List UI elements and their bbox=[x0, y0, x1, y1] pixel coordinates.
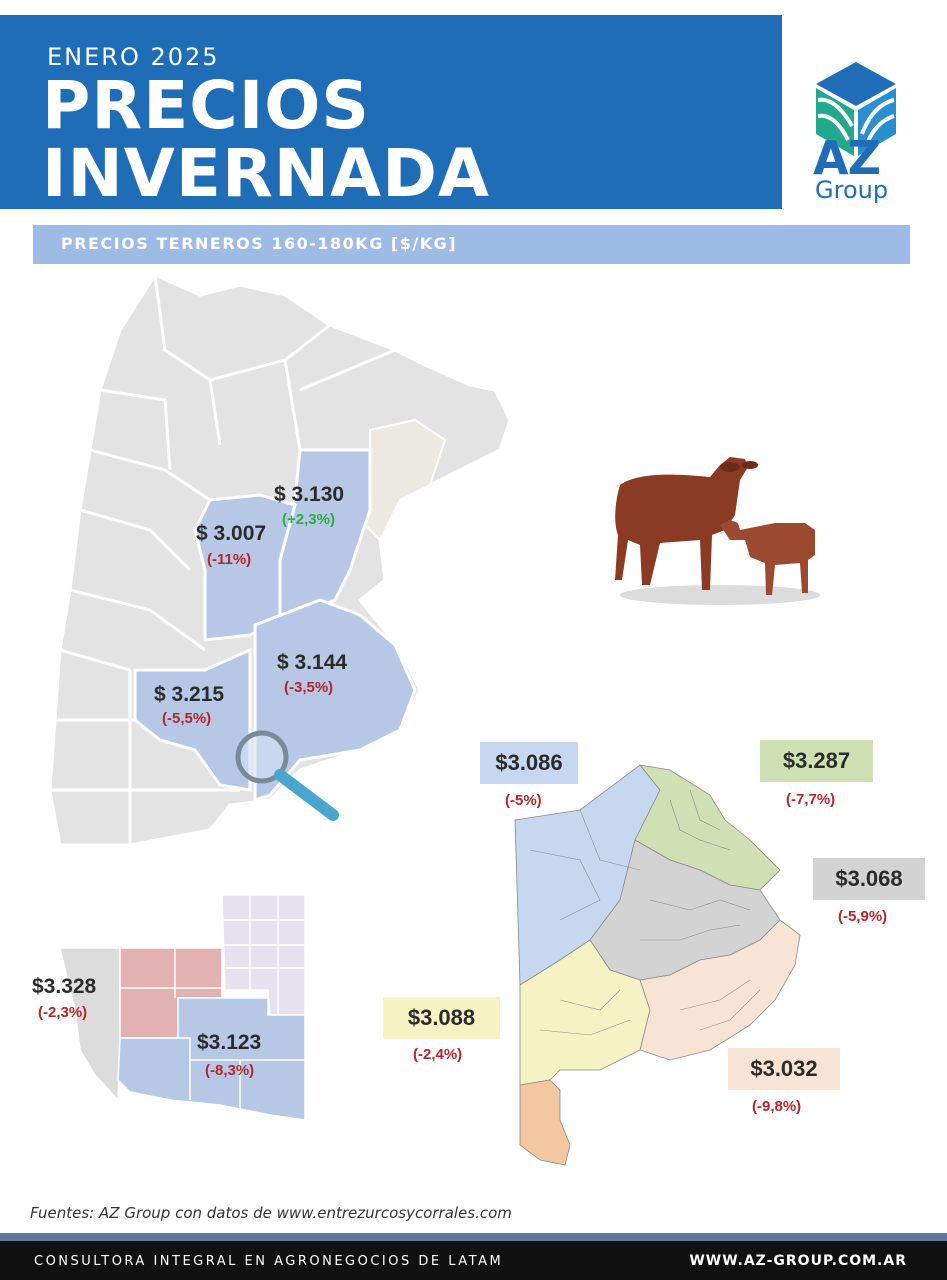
entre-rios-region-shape bbox=[358, 418, 447, 542]
header-title-line2: INVERNADA bbox=[42, 135, 490, 212]
bsas-northwest-change: (-5%) bbox=[505, 792, 542, 809]
section-banner-text: PRECIOS TERNEROS 160-180KG [$/KG] bbox=[61, 234, 458, 253]
bsas-southeast-change: (-9,8%) bbox=[752, 1098, 802, 1115]
header-title-line1: PRECIOS bbox=[42, 67, 370, 144]
bsas-northwest-price-box: $3.086 bbox=[480, 742, 578, 784]
bsas-northwest-price: $3.086 bbox=[495, 750, 563, 775]
magnifier-icon bbox=[235, 730, 339, 821]
entre-rios-change: (+2,3%) bbox=[282, 511, 335, 528]
cow-and-calf-illustration bbox=[615, 457, 820, 605]
la-pampa-west-change: (-2,3%) bbox=[38, 1004, 88, 1021]
la-pampa-detail-map bbox=[59, 894, 306, 1121]
district-borders bbox=[529, 789, 761, 1036]
entre-rios-price: $ 3.130 bbox=[274, 483, 345, 506]
la-pampa-change: (-5,5%) bbox=[162, 710, 212, 727]
logo-az-text: AZ bbox=[813, 131, 881, 185]
la-pampa-west-price: $3.328 bbox=[32, 975, 97, 998]
logo-group-text: Group bbox=[815, 176, 889, 204]
header-banner: ENERO 2025 PRECIOS INVERNADA bbox=[0, 15, 782, 209]
bsas-north-price: $3.287 bbox=[782, 748, 851, 773]
footer-tagline: CONSULTORA INTEGRAL EN AGRONEGOCIOS DE L… bbox=[34, 1254, 504, 1269]
bsas-center-price: $3.068 bbox=[835, 866, 903, 891]
bsas-center-change: (-5,9%) bbox=[838, 908, 888, 925]
bsas-southeast-price-box: $3.032 bbox=[728, 1048, 840, 1090]
bsas-southeast-price: $3.032 bbox=[750, 1056, 818, 1081]
province-borders bbox=[50, 274, 396, 845]
la-pampa-south-price: $3.123 bbox=[197, 1031, 262, 1054]
bsas-southwest-price-box: $3.088 bbox=[383, 997, 500, 1039]
bsas-southwest-price: $3.088 bbox=[407, 1005, 476, 1030]
footer-bar: CONSULTORA INTEGRAL EN AGRONEGOCIOS DE L… bbox=[0, 1241, 947, 1280]
footer-stripe bbox=[0, 1233, 947, 1241]
az-group-cube-logo bbox=[816, 62, 896, 156]
bsas-center-price-box: $3.068 bbox=[813, 858, 925, 900]
cordoba-price: $ 3.007 bbox=[196, 522, 267, 545]
bsas-north-change: (-7,7%) bbox=[786, 791, 836, 808]
bsas-north-price-box: $3.287 bbox=[760, 740, 873, 782]
la-pampa-south-change: (-8,3%) bbox=[205, 1062, 255, 1079]
argentina-map bbox=[48, 273, 512, 847]
la-pampa-price: $ 3.215 bbox=[154, 683, 225, 706]
la-pampa-region-shape bbox=[133, 647, 252, 792]
buenos-aires-change: (-3,5%) bbox=[284, 679, 334, 696]
source-note: Fuentes: AZ Group con datos de www.entre… bbox=[30, 1204, 512, 1222]
bsas-southwest-change: (-2,4%) bbox=[413, 1046, 463, 1063]
buenos-aires-price: $ 3.144 bbox=[277, 651, 348, 674]
header-subtitle: ENERO 2025 bbox=[47, 43, 220, 71]
section-banner: PRECIOS TERNEROS 160-180KG [$/KG] bbox=[33, 225, 910, 264]
buenos-aires-region-shape bbox=[253, 598, 417, 803]
footer-website-link[interactable]: WWW.AZ-GROUP.COM.AR bbox=[689, 1253, 907, 1269]
cordoba-change: (-11%) bbox=[207, 551, 252, 568]
buenos-aires-detail-map bbox=[514, 764, 801, 1166]
